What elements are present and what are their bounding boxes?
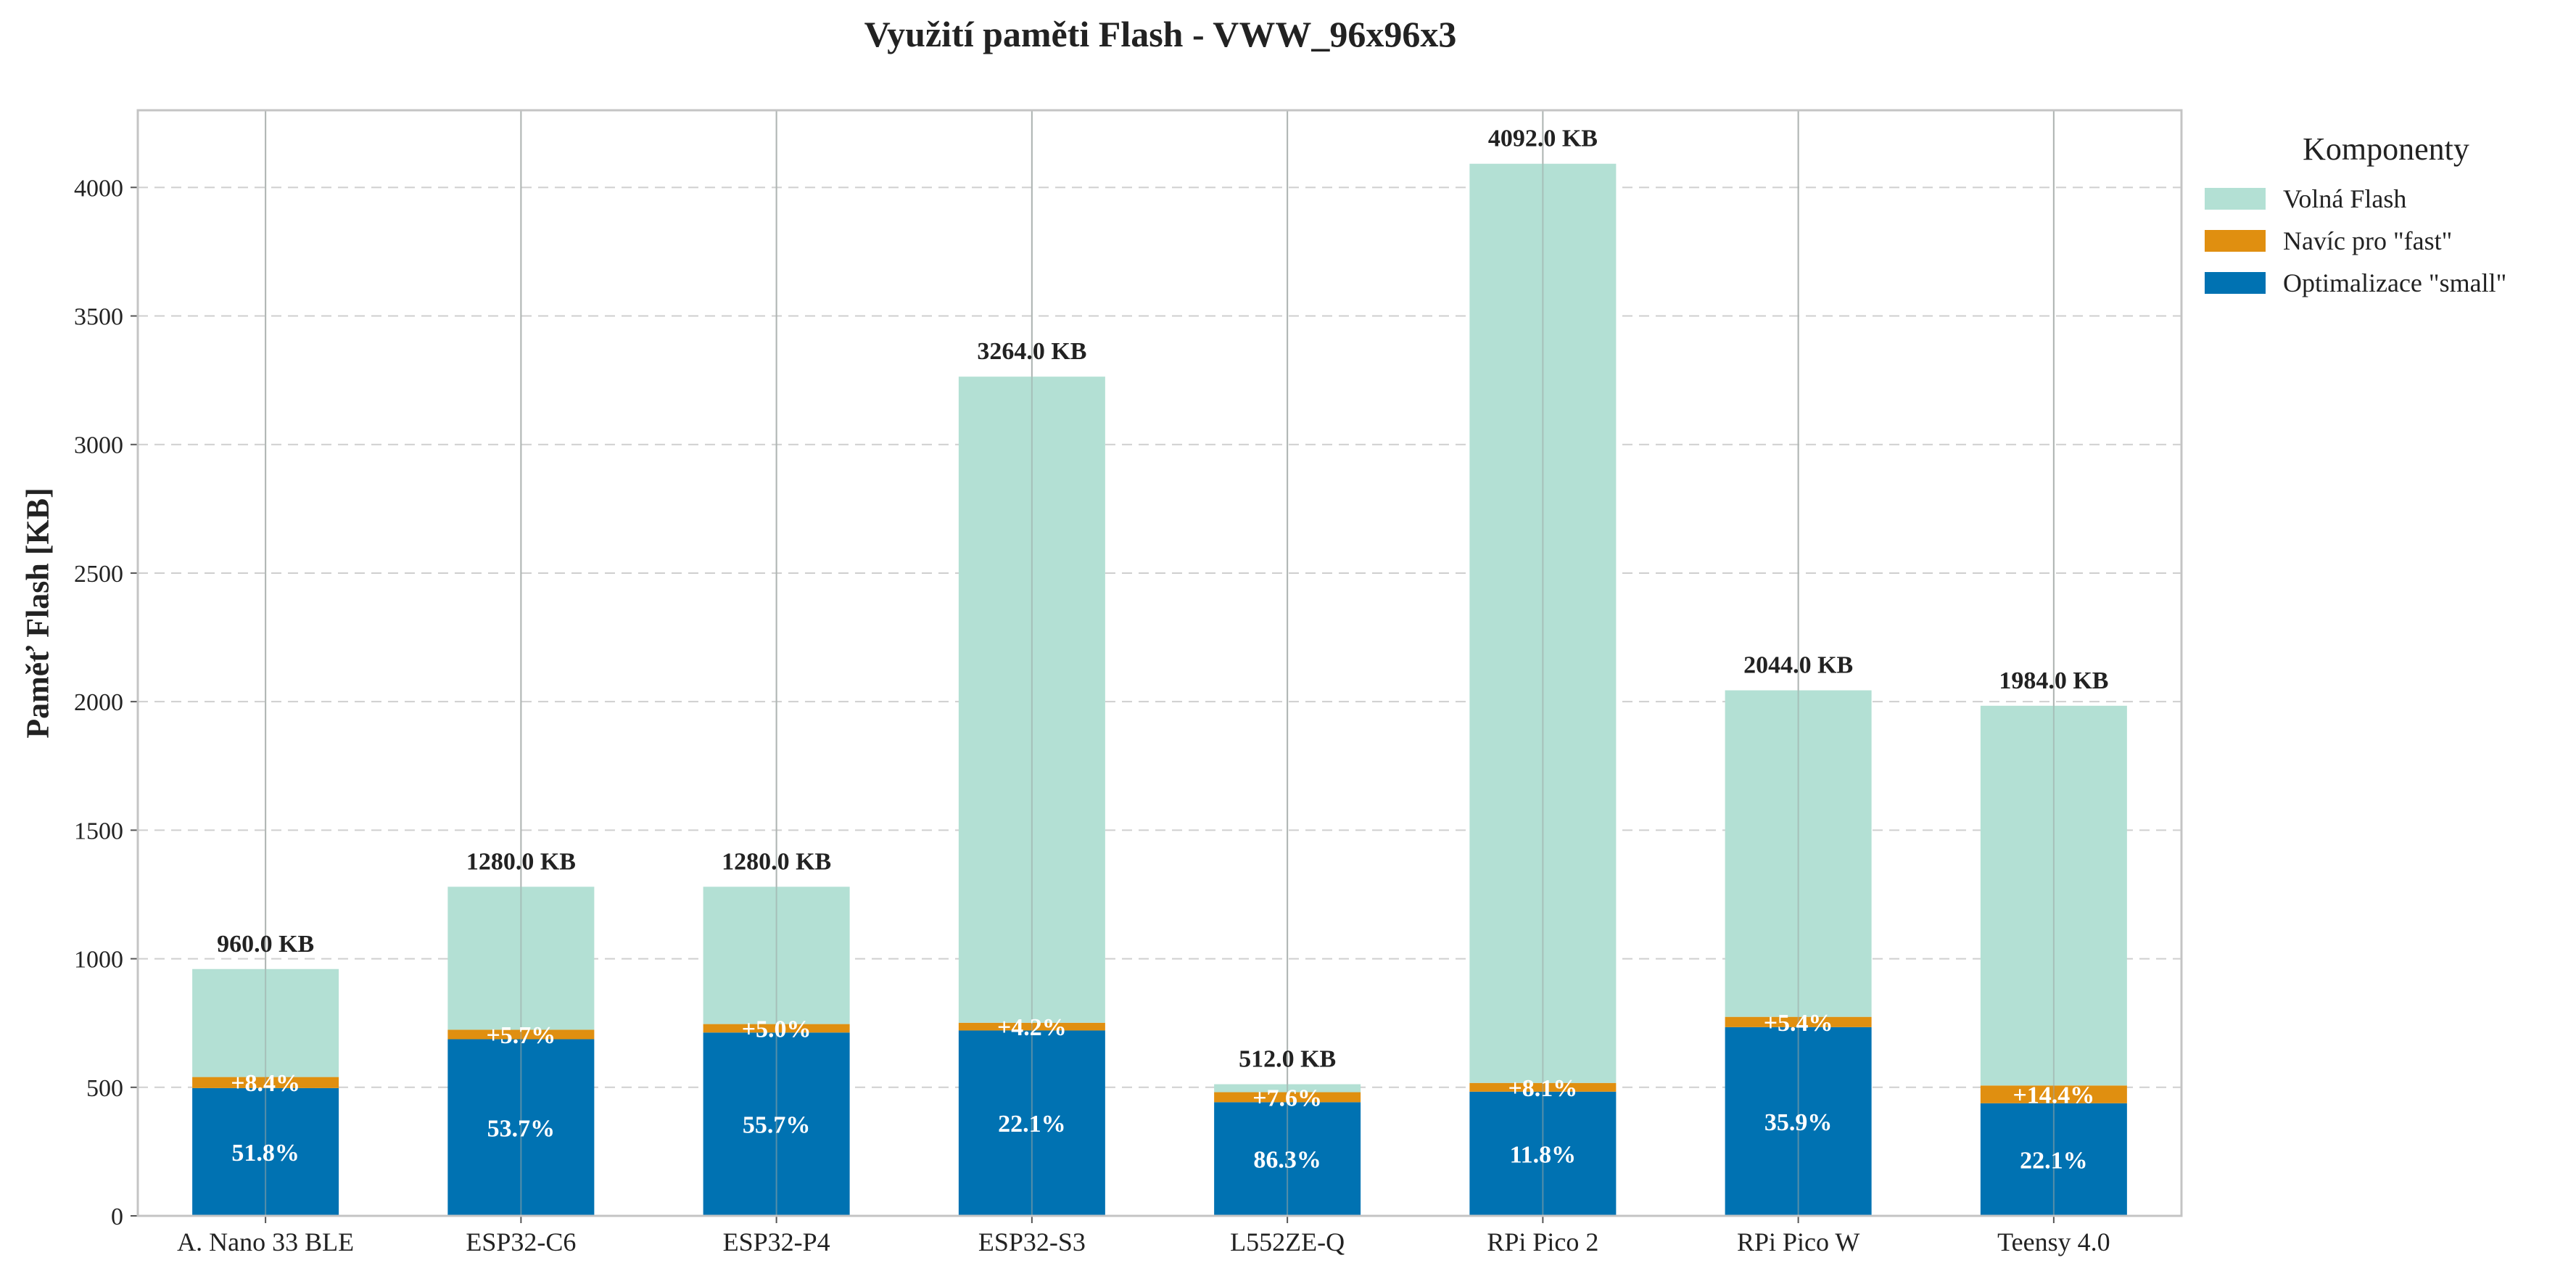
fast-percent-label: +5.0% [742, 1016, 812, 1042]
x-tick-label: RPi Pico W [1737, 1227, 1859, 1256]
total-label: 1280.0 KB [722, 848, 831, 875]
total-label: 4092.0 KB [1488, 126, 1598, 152]
y-tick-label: 2500 [74, 561, 123, 588]
legend-swatch [2205, 188, 2266, 210]
y-tick-label: 2000 [74, 689, 123, 716]
legend-item: Volná Flash [2205, 178, 2567, 220]
x-tick-label: Teensy 4.0 [1997, 1227, 2110, 1256]
small-percent-label: 53.7% [487, 1115, 556, 1142]
chart-title: Využití paměti Flash - VWW_96x96x3 [864, 14, 1457, 54]
small-percent-label: 86.3% [1253, 1147, 1321, 1174]
total-label: 1984.0 KB [1999, 667, 2108, 694]
legend-item: Optimalizace "small" [2205, 262, 2567, 304]
x-tick-label: ESP32-C6 [466, 1227, 576, 1256]
fast-percent-label: +7.6% [1252, 1085, 1322, 1111]
legend-title: Komponenty [2303, 131, 2469, 167]
legend-label: Optimalizace "small" [2283, 268, 2507, 297]
small-percent-label: 22.1% [2020, 1147, 2088, 1174]
y-tick-label: 0 [111, 1204, 123, 1230]
total-label: 1280.0 KB [466, 848, 576, 875]
y-tick-label: 3500 [74, 304, 123, 331]
small-percent-label: 11.8% [1510, 1141, 1577, 1168]
total-label: 2044.0 KB [1743, 652, 1853, 679]
legend: Komponenty Volná Flash Navíc pro "fast" Op… [2205, 131, 2567, 304]
x-tick-label: RPi Pico 2 [1487, 1227, 1598, 1256]
small-percent-label: 51.8% [231, 1140, 300, 1167]
total-label: 512.0 KB [1239, 1046, 1336, 1073]
legend-swatch [2205, 272, 2266, 294]
y-tick-label: 1000 [74, 947, 123, 974]
legend-label: Volná Flash [2283, 184, 2407, 213]
legend-swatch [2205, 230, 2266, 252]
legend-label: Navíc pro "fast" [2283, 226, 2453, 255]
fast-percent-label: +8.4% [231, 1070, 300, 1097]
fast-percent-label: +5.7% [486, 1022, 556, 1049]
legend-item: Navíc pro "fast" [2205, 220, 2567, 262]
x-tick-label: ESP32-P4 [723, 1227, 830, 1256]
fast-percent-label: +14.4% [2012, 1082, 2094, 1109]
small-percent-label: 35.9% [1764, 1109, 1833, 1136]
y-tick-label: 1500 [74, 818, 123, 844]
total-label: 960.0 KB [217, 931, 314, 958]
y-tick-label: 500 [86, 1075, 123, 1102]
total-label: 3264.0 KB [977, 338, 1086, 365]
small-percent-label: 55.7% [743, 1112, 811, 1139]
plot-background [138, 110, 2181, 1216]
fast-percent-label: +5.4% [1764, 1010, 1833, 1037]
x-tick-label: L552ZE-Q [1230, 1227, 1345, 1256]
x-tick-label: ESP32-S3 [978, 1227, 1086, 1256]
legend-items: Volná Flash Navíc pro "fast" Optimalizace … [2205, 178, 2567, 304]
fast-percent-label: +8.1% [1508, 1075, 1577, 1102]
plot-frame [136, 109, 2183, 1217]
fast-percent-label: +4.2% [997, 1014, 1067, 1041]
y-tick-label: 4000 [74, 175, 123, 202]
x-tick-label: A. Nano 33 BLE [177, 1227, 354, 1256]
small-percent-label: 22.1% [998, 1111, 1066, 1138]
y-tick-label: 3000 [74, 432, 123, 459]
